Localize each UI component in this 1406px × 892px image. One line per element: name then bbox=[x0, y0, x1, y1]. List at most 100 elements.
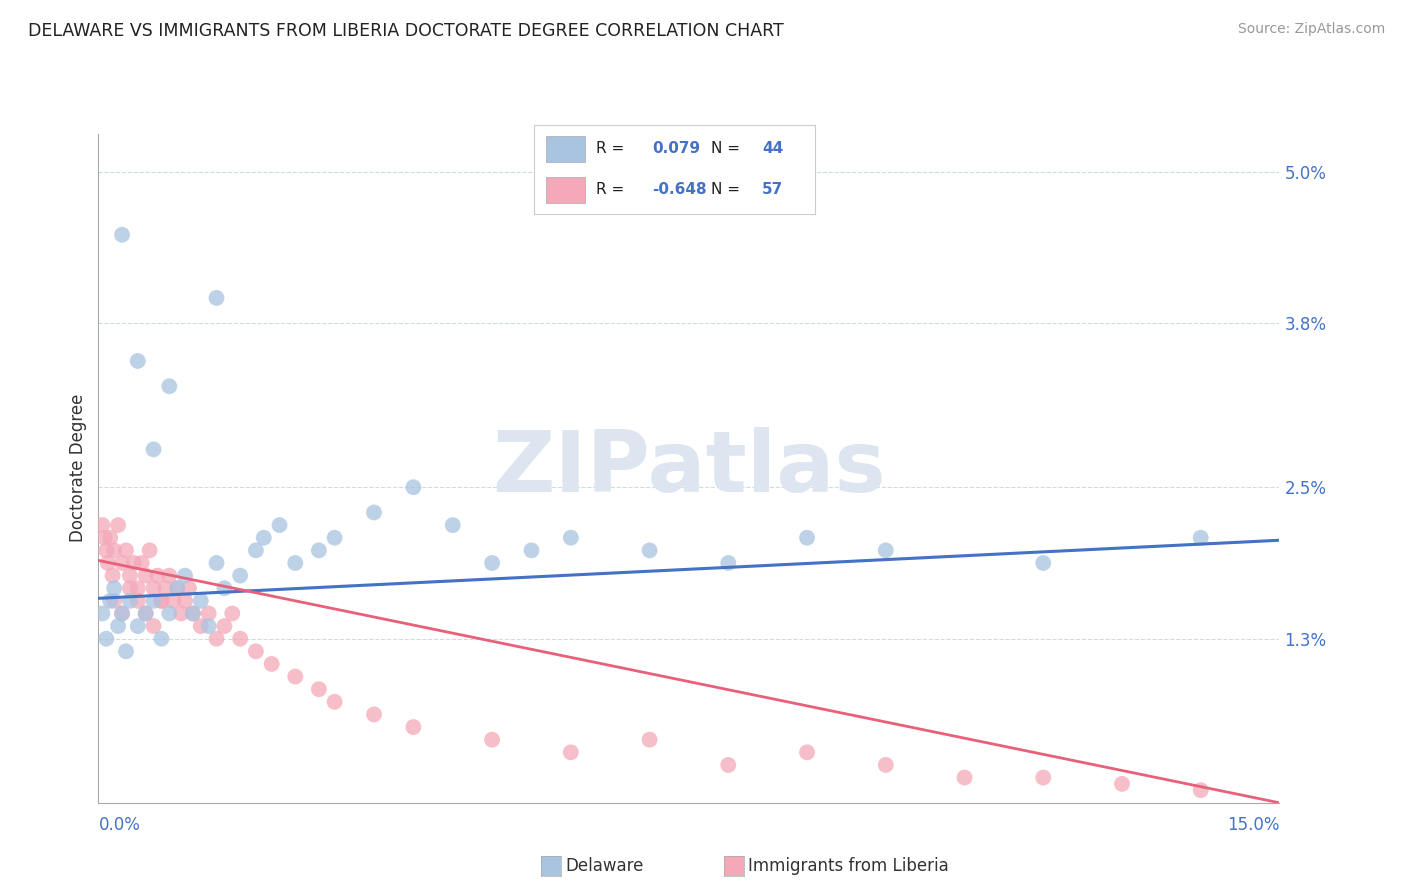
Point bbox=[190, 619, 212, 633]
Point bbox=[560, 531, 582, 545]
Text: R =: R = bbox=[596, 183, 630, 197]
Point bbox=[118, 594, 141, 608]
Text: N =: N = bbox=[711, 183, 745, 197]
Point bbox=[197, 619, 219, 633]
Point bbox=[269, 518, 291, 533]
Point bbox=[138, 543, 160, 558]
Point bbox=[162, 594, 184, 608]
Text: 57: 57 bbox=[762, 183, 783, 197]
Point bbox=[560, 745, 582, 759]
Point bbox=[181, 607, 204, 621]
Point bbox=[953, 771, 976, 785]
Text: Delaware: Delaware bbox=[565, 857, 644, 875]
Text: R =: R = bbox=[596, 142, 630, 156]
Point bbox=[253, 531, 276, 545]
Point bbox=[1032, 556, 1054, 570]
Point bbox=[363, 506, 385, 520]
Point bbox=[875, 543, 897, 558]
Point bbox=[98, 594, 121, 608]
Point bbox=[91, 518, 114, 533]
Text: Source: ZipAtlas.com: Source: ZipAtlas.com bbox=[1237, 22, 1385, 37]
Point bbox=[111, 607, 134, 621]
Point bbox=[107, 619, 129, 633]
Point bbox=[150, 594, 173, 608]
Point bbox=[796, 745, 818, 759]
Text: 44: 44 bbox=[762, 142, 783, 156]
Point bbox=[1189, 783, 1212, 797]
Point bbox=[115, 644, 138, 658]
Point bbox=[214, 581, 236, 595]
Point bbox=[190, 594, 212, 608]
Point bbox=[127, 619, 149, 633]
Point bbox=[638, 732, 661, 747]
Point bbox=[205, 556, 228, 570]
Point bbox=[245, 543, 267, 558]
Bar bbox=[546, 177, 585, 203]
Point bbox=[174, 594, 197, 608]
Point bbox=[520, 543, 543, 558]
Point bbox=[221, 607, 243, 621]
Point bbox=[796, 531, 818, 545]
Point bbox=[122, 556, 145, 570]
Point bbox=[441, 518, 464, 533]
Point bbox=[157, 568, 180, 582]
Point bbox=[260, 657, 283, 671]
Text: DELAWARE VS IMMIGRANTS FROM LIBERIA DOCTORATE DEGREE CORRELATION CHART: DELAWARE VS IMMIGRANTS FROM LIBERIA DOCT… bbox=[28, 22, 785, 40]
Point bbox=[150, 594, 173, 608]
Point bbox=[135, 568, 157, 582]
Point bbox=[402, 480, 425, 494]
Point bbox=[157, 379, 180, 393]
Point bbox=[135, 607, 157, 621]
Point bbox=[214, 619, 236, 633]
Point bbox=[157, 607, 180, 621]
Point bbox=[101, 568, 124, 582]
Point bbox=[363, 707, 385, 722]
Text: Immigrants from Liberia: Immigrants from Liberia bbox=[748, 857, 949, 875]
Point bbox=[166, 581, 188, 595]
Point bbox=[1189, 531, 1212, 545]
Point bbox=[481, 732, 503, 747]
Point bbox=[91, 607, 114, 621]
Point bbox=[98, 531, 121, 545]
Point bbox=[150, 632, 173, 646]
Point bbox=[111, 227, 134, 242]
Text: 0.0%: 0.0% bbox=[98, 816, 141, 834]
Point bbox=[170, 607, 193, 621]
Point bbox=[177, 581, 200, 595]
Point bbox=[717, 556, 740, 570]
Point bbox=[205, 291, 228, 305]
Point bbox=[111, 607, 134, 621]
Point bbox=[111, 556, 134, 570]
Point bbox=[115, 543, 138, 558]
Text: 15.0%: 15.0% bbox=[1227, 816, 1279, 834]
Point bbox=[103, 543, 125, 558]
Point bbox=[118, 568, 141, 582]
Point bbox=[142, 619, 165, 633]
Text: N =: N = bbox=[711, 142, 745, 156]
Text: -0.648: -0.648 bbox=[652, 183, 707, 197]
Point bbox=[205, 632, 228, 646]
Point bbox=[402, 720, 425, 734]
Point bbox=[96, 632, 118, 646]
Point bbox=[174, 568, 197, 582]
Point bbox=[638, 543, 661, 558]
Point bbox=[142, 594, 165, 608]
Point bbox=[131, 556, 153, 570]
Point bbox=[284, 556, 307, 570]
Point bbox=[146, 568, 169, 582]
Point bbox=[103, 581, 125, 595]
Point bbox=[717, 758, 740, 772]
Point bbox=[118, 581, 141, 595]
Point bbox=[127, 354, 149, 368]
Point bbox=[142, 581, 165, 595]
Point bbox=[197, 607, 219, 621]
Point bbox=[93, 531, 115, 545]
Point bbox=[135, 607, 157, 621]
Point bbox=[166, 581, 188, 595]
Point bbox=[107, 518, 129, 533]
Point bbox=[96, 543, 118, 558]
Point bbox=[875, 758, 897, 772]
Point bbox=[323, 695, 346, 709]
Point bbox=[181, 607, 204, 621]
Point bbox=[1111, 777, 1133, 791]
